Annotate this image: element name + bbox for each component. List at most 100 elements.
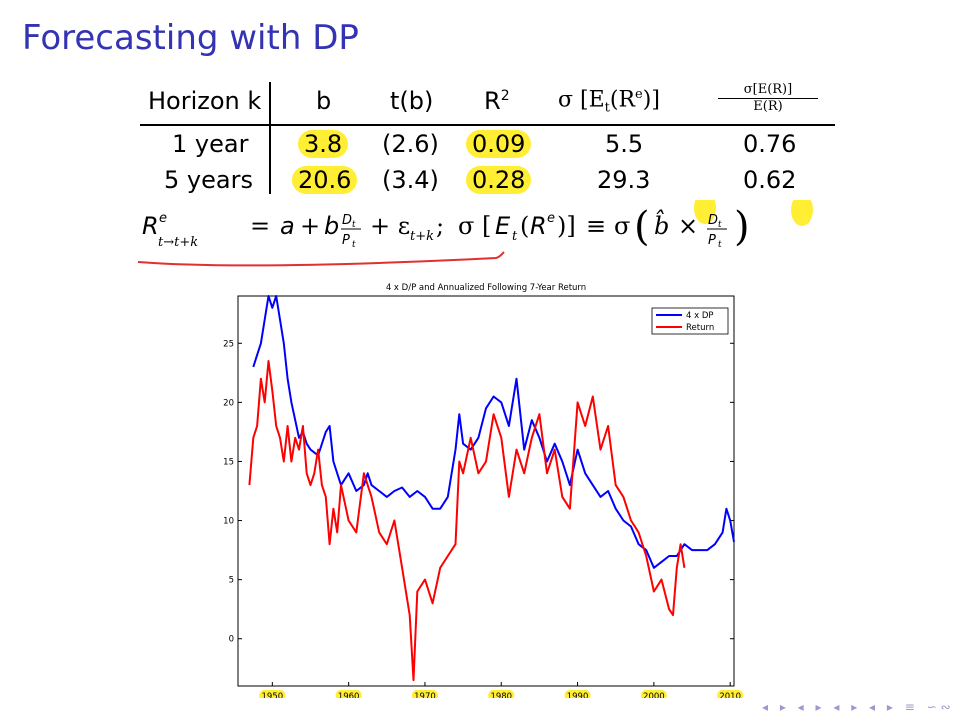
y-tick-label: 0 <box>229 635 234 645</box>
svg-text:t: t <box>352 220 356 230</box>
y-tick-label: 5 <box>229 576 234 586</box>
header-sigma-a: σ [E <box>558 87 605 113</box>
header-b-label: b <box>316 87 332 115</box>
legend-label-return: Return <box>686 323 714 333</box>
y-tick-label: 10 <box>223 517 234 527</box>
header-sigma-sup: e <box>635 87 643 102</box>
svg-text:t: t <box>512 229 518 244</box>
row2-sigma: 29.3 <box>597 166 651 194</box>
header-tb: t(b) <box>390 87 433 115</box>
header-r2-label: R <box>484 87 501 115</box>
x-tick-highlight <box>335 690 362 698</box>
series-group <box>248 295 735 682</box>
chart-title: 4 x D/P and Annualized Following 7-Year … <box>386 283 586 293</box>
svg-text:D: D <box>342 213 352 228</box>
header-ratio-numerator: σ[E(R)] <box>718 82 818 99</box>
svg-text:≡: ≡ <box>586 212 606 240</box>
row1-b-value: 3.8 <box>298 130 349 158</box>
svg-text:b̂: b̂ <box>654 209 669 240</box>
svg-text:e: e <box>159 211 167 226</box>
x-tick-label: 1990 <box>567 692 589 698</box>
svg-text:e: e <box>547 211 555 226</box>
svg-text:E: E <box>495 212 511 240</box>
row2-horizon: 5 years <box>164 166 253 194</box>
x-tick-label: 1970 <box>414 692 436 698</box>
y-tick-label: 25 <box>223 339 234 349</box>
svg-text:D: D <box>708 213 718 228</box>
svg-text:+ ε: + ε <box>370 212 410 240</box>
header-horizon: Horizon k <box>148 87 261 115</box>
beamer-navigation[interactable]: ◂ ▸ ◂ ▸ ◂ ▸ ◂ ▸ ≡ ∽∾ <box>762 700 955 714</box>
header-sigma: σ [Et(Re)] <box>558 87 660 116</box>
svg-text:b: b <box>324 212 339 240</box>
series-line-return <box>248 360 686 682</box>
x-tick-label: 2000 <box>643 692 665 698</box>
legend-box <box>651 307 729 335</box>
row2-b: 20.6 <box>292 166 358 194</box>
svg-text:+: + <box>300 212 320 240</box>
svg-text:)]: )] <box>557 212 576 240</box>
legend-label-dp: 4 x DP <box>686 311 714 321</box>
row1-horizon: 1 year <box>172 130 249 158</box>
x-tick-highlight <box>259 690 286 698</box>
svg-text:×: × <box>678 212 698 240</box>
row1-r2-value: 0.09 <box>466 130 532 158</box>
svg-text:=: = <box>250 212 270 240</box>
svg-text:σ [: σ [ <box>458 212 491 240</box>
svg-text:P: P <box>342 233 350 248</box>
x-tick-highlight <box>488 690 515 698</box>
plot-frame <box>237 295 735 687</box>
svg-text:t+k: t+k <box>410 229 434 244</box>
svg-text:): ) <box>734 204 750 250</box>
svg-text:R: R <box>142 212 159 240</box>
row1-r2: 0.09 <box>466 130 532 158</box>
legend: 4 x DP Return <box>651 307 729 335</box>
svg-text:(: ( <box>520 212 529 240</box>
x-tick-label: 2010 <box>719 692 741 698</box>
dp-return-chart: 4 x D/P and Annualized Following 7-Year … <box>223 283 744 698</box>
y-tick-label: 20 <box>223 398 234 408</box>
svg-text:t: t <box>718 240 722 250</box>
x-tick-highlight <box>717 690 744 698</box>
forecast-formula: R e t→t+k = a + b D t P t + ε t+k ; σ [ … <box>142 200 813 250</box>
row1-ratio: 0.76 <box>743 130 797 158</box>
row1-sigma: 5.5 <box>605 130 644 158</box>
row1-b: 3.8 <box>298 130 349 158</box>
row2-r2-value: 0.28 <box>466 166 532 194</box>
row1-tb: (2.6) <box>382 130 439 158</box>
svg-text:t: t <box>718 220 722 230</box>
header-ratio-denominator: E(R) <box>753 99 783 114</box>
table-hrule <box>140 124 835 126</box>
header-sigma-sub: t <box>604 100 610 116</box>
row2-ratio: 0.62 <box>743 166 797 194</box>
hand-drawn-underline <box>137 251 505 267</box>
header-sigma-c: )] <box>642 87 660 113</box>
header-r2-sup: 2 <box>500 88 510 104</box>
header-b: b <box>316 87 331 115</box>
axes: 1950 1960 1970 1980 1990 2000 2010 0 5 10 15 20 25 <box>223 339 744 698</box>
svg-text:σ: σ <box>614 212 630 240</box>
header-ratio: σ[E(R)] E(R) <box>718 82 818 114</box>
x-tick-label: 1950 <box>262 692 284 698</box>
header-r2: R2 <box>484 87 510 115</box>
x-tick-highlight <box>411 690 438 698</box>
y-tick-label: 15 <box>223 457 234 467</box>
svg-text:R: R <box>530 212 547 240</box>
svg-text:P: P <box>708 233 716 248</box>
table-vrule <box>269 82 271 194</box>
row2-b-value: 20.6 <box>292 166 358 194</box>
x-tick-highlight <box>640 690 667 698</box>
header-sigma-b: (R <box>609 87 636 113</box>
svg-text:t: t <box>352 240 356 250</box>
svg-text:(: ( <box>634 204 650 250</box>
x-tick-label: 1960 <box>338 692 360 698</box>
x-tick-highlight <box>564 690 591 698</box>
header-horizon-label: Horizon k <box>148 87 262 115</box>
row2-r2: 0.28 <box>466 166 532 194</box>
svg-text:a: a <box>280 212 295 240</box>
svg-text:t→t+k: t→t+k <box>158 235 198 250</box>
header-tb-label: t(b) <box>390 87 434 115</box>
slide-title: Forecasting with DP <box>22 18 359 58</box>
x-tick-label: 1980 <box>490 692 512 698</box>
svg-text:;: ; <box>436 212 444 240</box>
